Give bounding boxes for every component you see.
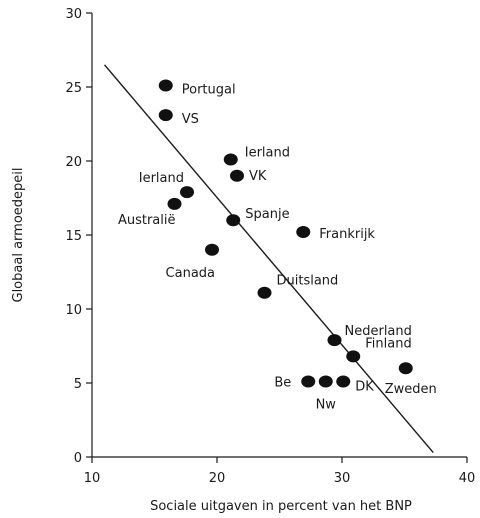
trend-line <box>103 64 434 454</box>
y-tick-label: 10 <box>65 303 82 318</box>
point-label: Nw <box>316 398 337 413</box>
y-tick-label: 30 <box>65 7 82 22</box>
point-label: Australië <box>118 213 176 228</box>
data-point <box>296 226 311 239</box>
data-point <box>327 334 342 347</box>
x-axis: 10 20 30 40 Sociale uitgaven in percent van… <box>84 456 476 514</box>
data-point <box>226 214 241 227</box>
point-label: VK <box>249 169 267 184</box>
data-point <box>398 362 413 375</box>
point-label: Canada <box>166 266 215 281</box>
point-label: Portugal <box>182 83 236 98</box>
point-labels: Portugal VS Ierland VK Ierland Australië Spanj… <box>118 83 437 413</box>
y-tick-label: 20 <box>65 155 82 170</box>
y-axis-label: Globaal armoedepeil <box>11 168 26 303</box>
data-point <box>158 109 173 122</box>
point-label: Nederland <box>345 324 412 339</box>
x-tick-label: 20 <box>209 471 226 486</box>
y-tick-label: 25 <box>65 81 82 96</box>
point-label: VS <box>182 112 199 127</box>
data-point <box>318 375 333 388</box>
x-tick-label: 10 <box>84 471 101 486</box>
data-points <box>158 79 413 388</box>
y-tick-label: 15 <box>65 229 82 244</box>
point-label: Duitsland <box>277 274 339 289</box>
point-label: Be <box>274 376 291 391</box>
y-tick-label: 0 <box>74 451 82 466</box>
point-label: Finland <box>365 336 411 351</box>
point-label: DK <box>355 380 374 395</box>
data-point <box>301 375 316 388</box>
data-point <box>223 153 238 166</box>
data-point <box>346 350 361 363</box>
point-label: Frankrijk <box>319 227 375 242</box>
data-point <box>230 169 244 182</box>
data-point <box>257 286 272 299</box>
point-label: Spanje <box>245 207 289 222</box>
data-point <box>158 79 173 92</box>
x-tick-label: 30 <box>334 471 351 486</box>
point-label: Ierland <box>139 171 184 186</box>
x-axis-label: Sociale uitgaven in percent van het BNP <box>150 499 412 514</box>
data-point <box>180 186 194 199</box>
y-tick-label: 5 <box>74 377 82 392</box>
point-label: Ierland <box>245 146 290 161</box>
y-axis: 0 5 10 15 20 25 30 Globaal armoedepeil <box>11 7 93 466</box>
data-point <box>167 197 182 210</box>
point-label: Zweden <box>385 382 437 397</box>
data-point <box>205 243 219 256</box>
data-point <box>336 375 351 388</box>
x-tick-label: 40 <box>459 471 476 486</box>
